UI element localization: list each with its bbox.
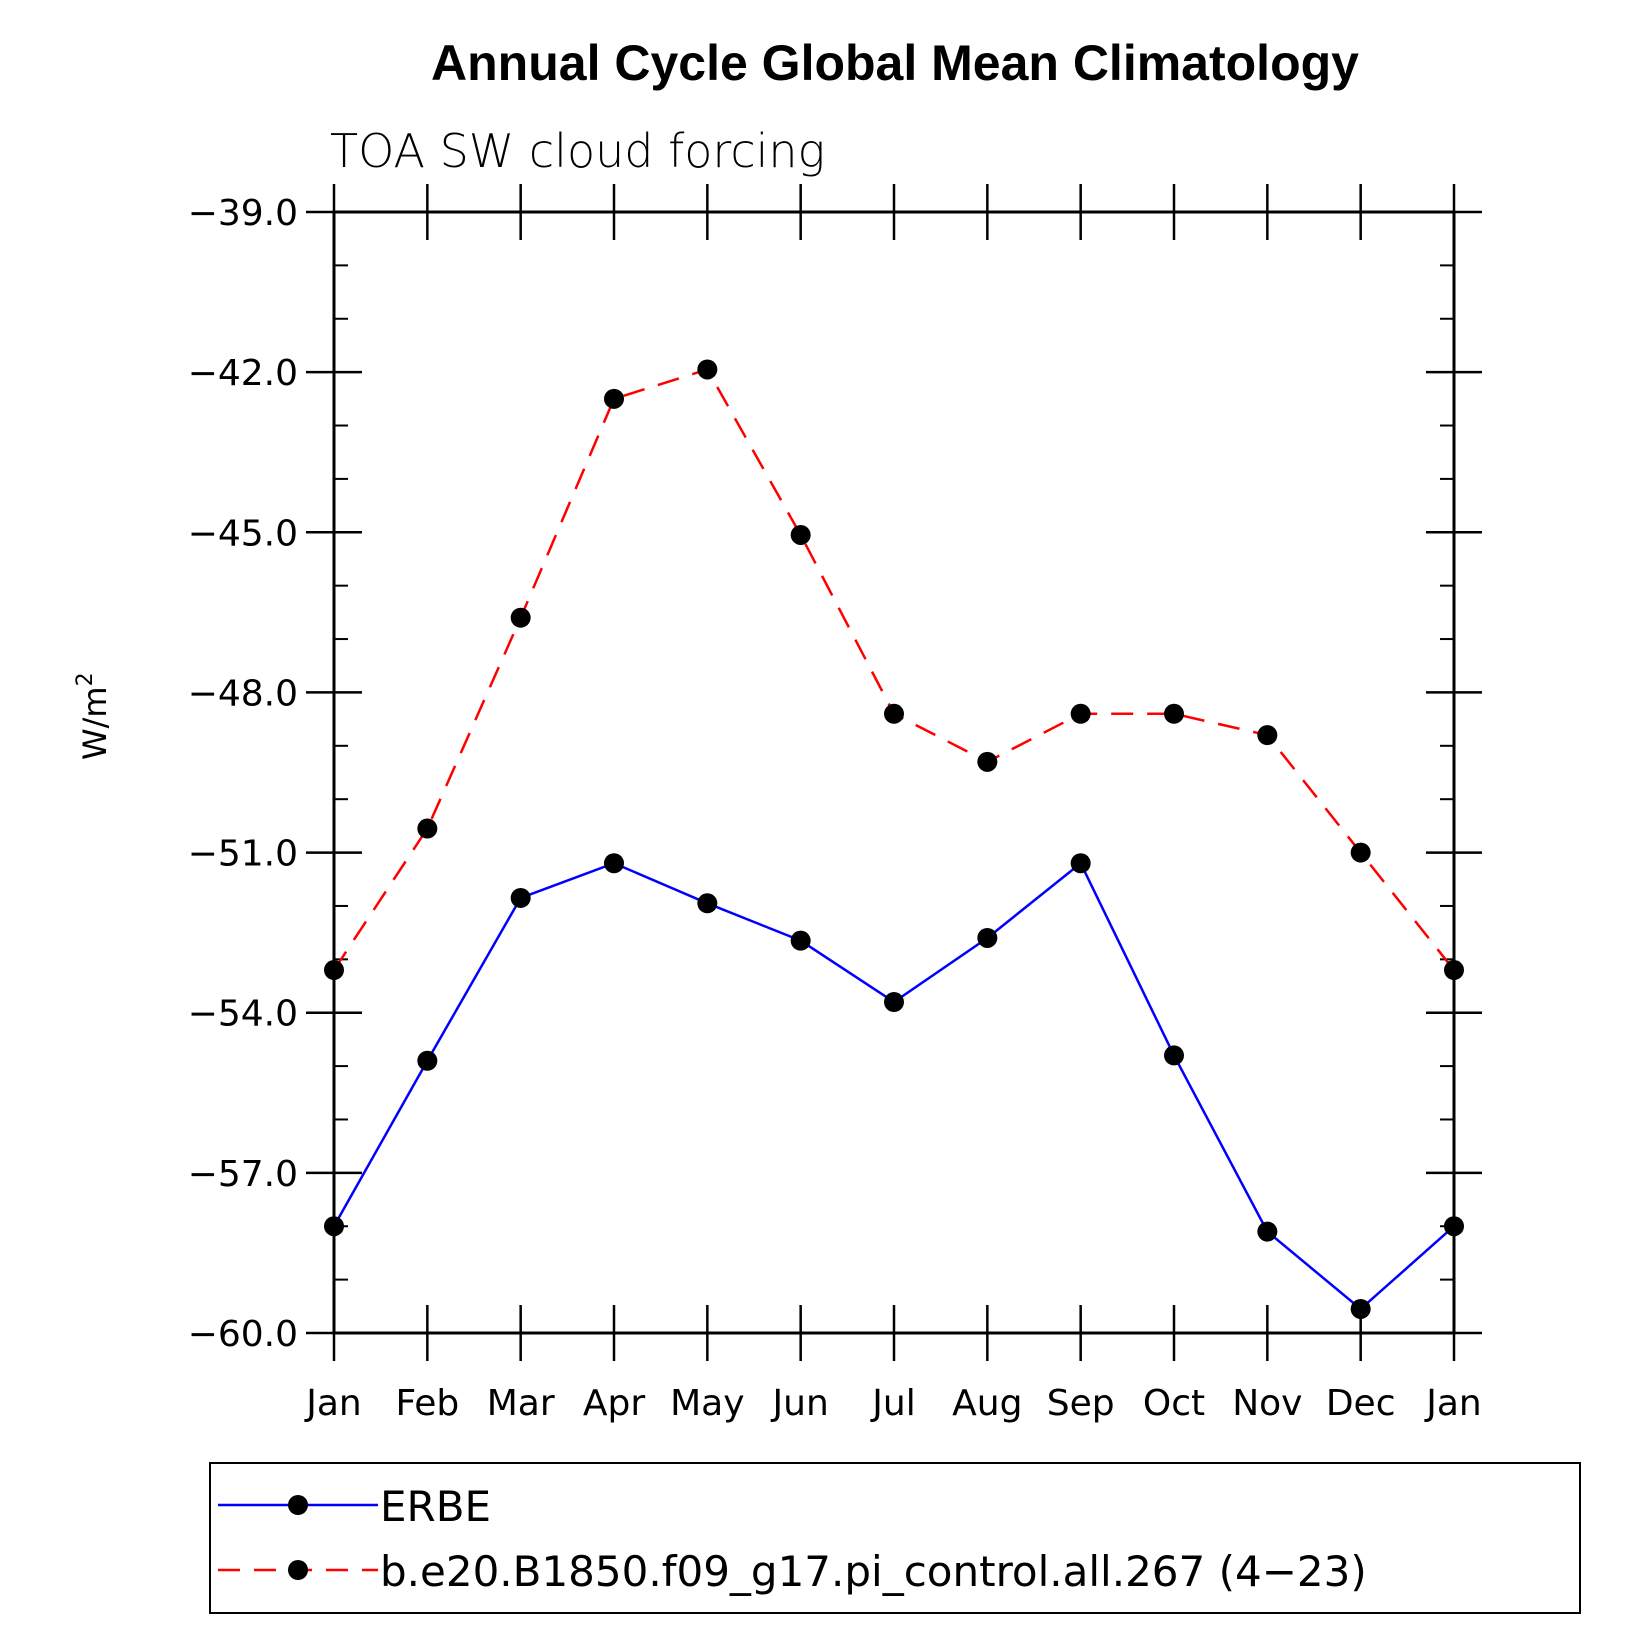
plot-frame bbox=[332, 210, 1456, 1335]
y-tick-label: −57.0 bbox=[188, 1154, 298, 1195]
series-1-point bbox=[510, 607, 531, 628]
y-tick-label: −54.0 bbox=[188, 994, 298, 1035]
series-1-point bbox=[697, 359, 718, 380]
legend-label-control: b.e20.B1850.f09_g17.pi_control.all.267 (… bbox=[380, 1547, 1367, 1596]
series-1-point bbox=[1257, 725, 1278, 746]
x-tick-label: Apr bbox=[583, 1383, 645, 1424]
series-0-point bbox=[1350, 1298, 1371, 1319]
x-tick-label: Aug bbox=[952, 1383, 1022, 1424]
y-tick-label: −60.0 bbox=[188, 1314, 298, 1355]
x-tick-label: Jun bbox=[771, 1383, 829, 1424]
x-tick-label: Dec bbox=[1326, 1383, 1396, 1424]
y-tick-label: −45.0 bbox=[188, 513, 298, 554]
series-0-point bbox=[510, 887, 531, 908]
y-axis-label-superscript: 2 bbox=[73, 672, 98, 686]
series-1-point bbox=[1350, 842, 1371, 863]
series-0-point bbox=[604, 853, 624, 874]
chart-subtitle: TOA SW cloud forcing bbox=[330, 124, 825, 178]
y-tick-label: −48.0 bbox=[188, 673, 298, 714]
series-0-point bbox=[1257, 1221, 1278, 1242]
series-1-point bbox=[977, 751, 998, 772]
axis-ticks: −39.0 −42.0 −45.0 −48.0 −51.0 −54.0 −57.0 −60.0… bbox=[188, 184, 1482, 1424]
chart-title: Annual Cycle Global Mean Climatology bbox=[431, 35, 1359, 91]
y-axis-label: W/m2 bbox=[73, 672, 114, 760]
series-1-point bbox=[884, 703, 904, 724]
series-0-point bbox=[697, 893, 718, 914]
x-tick-label: Jul bbox=[870, 1383, 915, 1424]
y-tick-label: −51.0 bbox=[188, 834, 298, 875]
series-1-point bbox=[1164, 703, 1184, 724]
x-tick-label: Oct bbox=[1143, 1383, 1205, 1424]
series-1-point bbox=[417, 818, 438, 839]
y-axis-label-text: W/m bbox=[76, 686, 114, 760]
series-1-point bbox=[790, 524, 811, 545]
legend-box bbox=[209, 1462, 1581, 1614]
legend-marker-erbe bbox=[288, 1495, 308, 1515]
x-tick-label: Jan bbox=[304, 1383, 362, 1424]
series-0-point bbox=[884, 992, 904, 1013]
legend-marker-control bbox=[288, 1560, 308, 1580]
series-1-point bbox=[1070, 703, 1091, 724]
series-0-point bbox=[1164, 1045, 1184, 1066]
x-tick-label: Mar bbox=[487, 1383, 555, 1424]
y-tick-label: −42.0 bbox=[188, 353, 298, 394]
y-tick-label: −39.0 bbox=[188, 193, 298, 234]
series-0-point bbox=[977, 927, 998, 948]
x-tick-label: May bbox=[670, 1383, 744, 1424]
series-line-1 bbox=[332, 367, 1455, 971]
series-0-point bbox=[1070, 853, 1091, 874]
series-0-point bbox=[790, 930, 811, 951]
x-tick-label: Nov bbox=[1232, 1383, 1302, 1424]
x-tick-label: Feb bbox=[395, 1383, 459, 1424]
x-tick-label: Sep bbox=[1047, 1383, 1115, 1424]
legend-label-erbe: ERBE bbox=[380, 1482, 491, 1531]
series-line-0 bbox=[332, 861, 1455, 1311]
legend: ERBE b.e20.B1850.f09_g17.pi_control.all.… bbox=[209, 1462, 1581, 1614]
series-1-point bbox=[604, 388, 624, 409]
series-group bbox=[324, 359, 1464, 1319]
series-0-point bbox=[417, 1050, 438, 1071]
x-tick-label: Jan bbox=[1424, 1383, 1482, 1424]
